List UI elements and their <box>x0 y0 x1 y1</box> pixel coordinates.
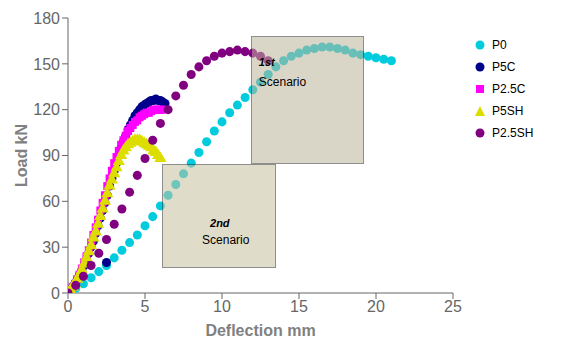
svg-text:20: 20 <box>367 298 385 315</box>
html-text:P0: P0 <box>492 38 507 52</box>
html-text:P2.5SH: P2.5SH <box>492 126 534 140</box>
svg-text:150: 150 <box>33 56 60 73</box>
html-text:Scenario: Scenario <box>258 75 307 89</box>
svg-text:15: 15 <box>290 298 308 315</box>
svg-text:0: 0 <box>64 298 73 315</box>
svg-text:Load kN: Load kN <box>13 124 30 187</box>
svg-text:5: 5 <box>141 298 150 315</box>
html-text:1st: 1st <box>258 55 275 68</box>
svg-text:10: 10 <box>213 298 231 315</box>
html-text:P5SH: P5SH <box>492 104 524 118</box>
svg-text:Deflection mm: Deflection mm <box>205 322 315 339</box>
html-text:2nd: 2nd <box>210 216 230 229</box>
svg-text:60: 60 <box>42 193 60 210</box>
svg-text:90: 90 <box>42 147 60 164</box>
svg-text:25: 25 <box>444 298 462 315</box>
html-text:P2.5C: P2.5C <box>492 82 526 96</box>
svg-text:180: 180 <box>33 10 60 27</box>
svg-text:0: 0 <box>51 285 60 302</box>
svg-text:30: 30 <box>42 239 60 256</box>
html-text:P5C: P5C <box>492 60 516 74</box>
svg-text:120: 120 <box>33 101 60 118</box>
html-text:Scenario: Scenario <box>202 233 250 248</box>
